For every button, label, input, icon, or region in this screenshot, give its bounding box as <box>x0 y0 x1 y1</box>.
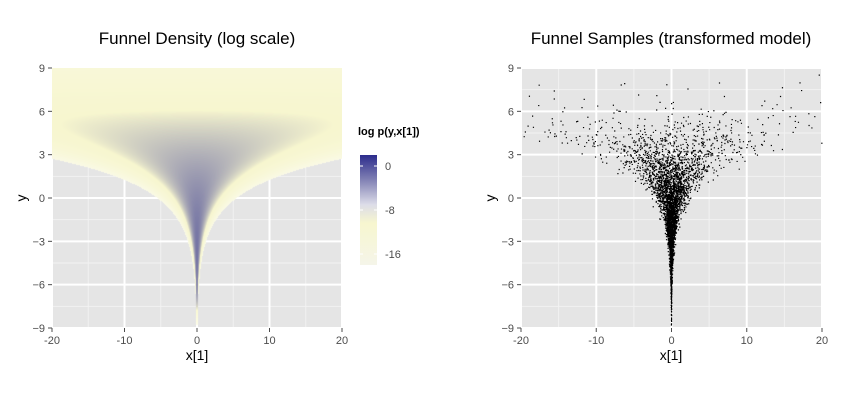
samples-plot-area <box>520 67 823 329</box>
x-tick-label: -20 <box>44 335 60 347</box>
y-tick-label: 3 <box>508 150 514 162</box>
x-tick-label: 20 <box>816 335 828 347</box>
x-tick-label: 10 <box>741 335 753 347</box>
y-tick-label: 0 <box>39 193 45 205</box>
legend-break-label: -16 <box>385 249 401 261</box>
density-x-axis: -20 -10 0 10 20 <box>44 328 348 347</box>
legend-colorbar <box>360 155 377 265</box>
density-heatmap <box>52 68 342 328</box>
x-tick-label: 10 <box>263 335 275 347</box>
density-plot-area <box>51 67 343 329</box>
x-tick-label: -10 <box>588 335 604 347</box>
y-tick-label: 9 <box>508 63 514 75</box>
samples-x-axis: -20 -10 0 10 20 <box>513 328 828 347</box>
y-tick-label: −9 <box>32 323 45 335</box>
density-x-axis-label: x[1] <box>186 347 209 363</box>
y-tick-label: 6 <box>508 106 514 118</box>
x-tick-label: 0 <box>668 335 674 347</box>
x-tick-label: 20 <box>336 335 348 347</box>
density-chart-title: Funnel Density (log scale) <box>99 29 296 48</box>
legend-title: log p(y,x[1]) <box>358 126 420 138</box>
y-tick-label: −3 <box>501 236 514 248</box>
samples-chart-title: Funnel Samples (transformed model) <box>531 29 812 48</box>
density-y-axis-label: y <box>13 195 29 202</box>
x-tick-label: 0 <box>194 335 200 347</box>
x-tick-label: -20 <box>513 335 529 347</box>
samples-y-axis: −9 −6 −3 0 3 6 9 <box>501 63 521 335</box>
x-tick-label: -10 <box>117 335 133 347</box>
y-tick-label: −6 <box>501 280 514 292</box>
samples-y-axis-label: y <box>482 195 498 202</box>
y-tick-label: −3 <box>32 236 45 248</box>
legend-breaks: 0 -8 -16 <box>360 161 401 261</box>
y-tick-label: −6 <box>32 280 45 292</box>
samples-points <box>523 74 823 326</box>
y-tick-label: 3 <box>39 150 45 162</box>
y-tick-label: 9 <box>39 63 45 75</box>
sample-points-path <box>523 74 823 326</box>
y-tick-label: 0 <box>508 193 514 205</box>
density-y-axis: −9 −6 −3 0 3 6 9 <box>32 63 52 335</box>
samples-x-axis-label: x[1] <box>660 347 683 363</box>
legend-break-label: 0 <box>385 161 391 173</box>
density-legend: log p(y,x[1]) 0 -8 -16 <box>358 126 420 265</box>
y-tick-label: −9 <box>501 323 514 335</box>
y-tick-label: 6 <box>39 106 45 118</box>
legend-break-label: -8 <box>385 205 395 217</box>
